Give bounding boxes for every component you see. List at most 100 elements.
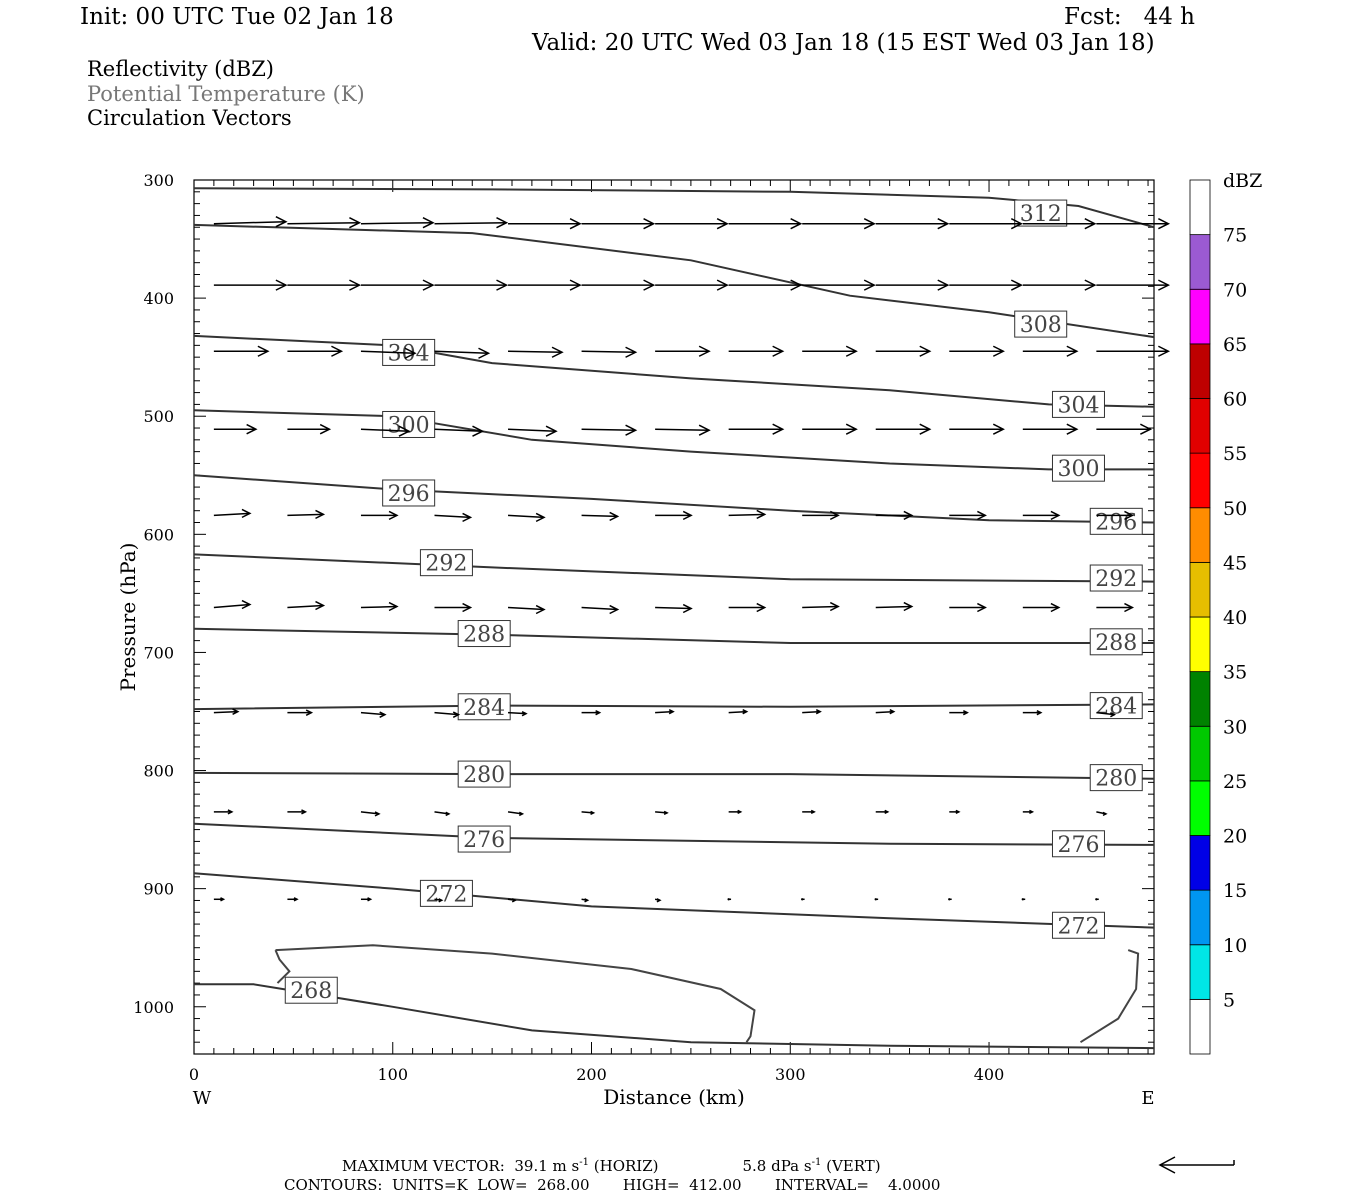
reference-vector-head: [1158, 1156, 1176, 1174]
vector-head: [1050, 602, 1061, 613]
contour-label-box: [419, 549, 473, 577]
vector-head: [977, 602, 987, 613]
circulation-vector: [360, 711, 386, 716]
vector-head: [663, 810, 669, 816]
contour-label-box: [457, 693, 511, 721]
theta-contour-292: [193, 553, 1155, 583]
contour-label-box: [1089, 507, 1143, 535]
contour-label: 288: [1095, 631, 1137, 656]
contour-label: 300: [1057, 457, 1099, 482]
vector-head: [511, 898, 517, 903]
colorbar-swatch: [1189, 561, 1211, 618]
east-label: E: [1141, 1088, 1154, 1109]
colorbar-label: 75: [1223, 225, 1247, 247]
vector-head: [937, 279, 950, 291]
circulation-vector: [287, 221, 360, 225]
vector-head: [737, 809, 743, 815]
contour-label: 292: [1095, 567, 1137, 592]
vector-head: [756, 509, 767, 520]
colorbar-label: 25: [1223, 771, 1247, 793]
circulation-vector: [360, 605, 397, 609]
circulation-vector: [581, 350, 636, 354]
contour-label: 284: [463, 696, 505, 721]
reflectivity-contour: [274, 949, 291, 984]
y-tick-label: 500: [143, 407, 174, 426]
colorbar-label: 65: [1223, 334, 1247, 356]
colorbar-label: 5: [1223, 989, 1235, 1011]
theta-contour-284: [193, 703, 1155, 711]
contour-label: 280: [463, 763, 505, 788]
vector-head: [241, 508, 252, 519]
contour-label: 272: [425, 882, 467, 907]
vector-head: [1010, 218, 1023, 230]
contour-label-box: [1014, 310, 1068, 338]
reflectivity-contour: [1079, 949, 1140, 1044]
colorbar-swatch: [1189, 343, 1211, 399]
vector-head: [682, 510, 693, 521]
contour-label: 304: [388, 341, 430, 366]
circulation-vector: [434, 350, 489, 355]
vector-head: [903, 601, 914, 612]
vector-head: [301, 809, 308, 815]
vector-head: [1158, 279, 1171, 291]
vector-dot: [948, 898, 951, 901]
forecast-hour: Fcst: 44 h: [1064, 4, 1195, 30]
colorbar-label: 50: [1223, 498, 1247, 520]
vector-head: [315, 509, 326, 520]
contour-label-box: [382, 479, 436, 507]
vector-head: [790, 218, 803, 230]
circulation-vector: [508, 350, 563, 354]
theta-contour-276: [193, 822, 1155, 846]
theta-contour-280: [193, 771, 1155, 780]
vector-head: [388, 601, 399, 612]
contour-label: 276: [1057, 833, 1099, 858]
circulation-vector: [360, 221, 433, 225]
circulation-vector: [507, 514, 545, 519]
vector-head: [445, 811, 451, 817]
vector-head: [845, 423, 858, 435]
circulation-vector: [875, 710, 894, 714]
vector-head: [496, 279, 509, 291]
colorbar-label: 60: [1223, 389, 1247, 411]
y-tick-label: 300: [143, 171, 174, 190]
vector-head: [772, 423, 785, 435]
circulation-vector: [360, 428, 409, 432]
vector-head: [937, 218, 950, 230]
vector-head: [1036, 710, 1043, 716]
vector-head: [379, 711, 387, 718]
vector-head: [772, 345, 785, 357]
vector-head: [349, 217, 362, 229]
theta-contour-268: [194, 983, 1155, 1050]
vector-head: [643, 279, 656, 291]
vector-head: [275, 279, 288, 291]
vector-head: [305, 709, 314, 716]
circulation-vector: [213, 512, 250, 517]
circulation-vector: [581, 514, 618, 518]
circulation-vector: [434, 514, 471, 519]
colorbar-label: 30: [1223, 716, 1247, 738]
vector-head: [1158, 345, 1171, 357]
reflectivity-contour: [275, 944, 756, 1043]
circulation-vector: [434, 711, 459, 716]
vector-head: [275, 216, 288, 228]
contour-label: 280: [1095, 767, 1137, 792]
vector-head: [535, 512, 546, 523]
colorbar-label: 20: [1223, 826, 1247, 848]
vector-head: [293, 897, 299, 902]
vector-head: [829, 601, 840, 612]
colorbar-swatch: [1189, 507, 1211, 563]
vector-head: [220, 897, 226, 902]
vector-head: [535, 604, 546, 615]
colorbar-label: 10: [1223, 935, 1247, 957]
vector-head: [422, 279, 435, 291]
vector-head: [992, 423, 1005, 435]
y-tick-label: 400: [143, 289, 174, 308]
vector-head: [698, 424, 711, 436]
vector-head: [698, 345, 711, 357]
contour-label: 292: [425, 552, 467, 577]
circulation-vector: [434, 811, 450, 815]
contour-label-box: [1089, 628, 1143, 656]
colorbar-swatch: [1189, 452, 1211, 509]
vector-head: [590, 810, 596, 816]
contour-label-box: [1051, 830, 1105, 858]
